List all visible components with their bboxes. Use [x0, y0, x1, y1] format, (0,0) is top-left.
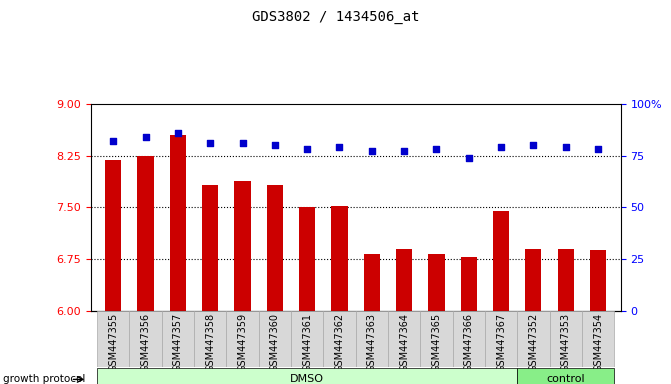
- Bar: [453, 311, 485, 367]
- Bar: [291, 311, 323, 367]
- Bar: [396, 249, 412, 311]
- Text: GSM447361: GSM447361: [302, 313, 312, 372]
- Point: [334, 144, 345, 150]
- Text: GSM447365: GSM447365: [431, 313, 442, 372]
- Bar: [267, 185, 283, 311]
- Bar: [590, 250, 606, 311]
- Bar: [493, 211, 509, 311]
- Text: GSM447359: GSM447359: [238, 313, 248, 372]
- Bar: [388, 311, 420, 367]
- Point: [237, 140, 248, 146]
- Bar: [461, 257, 477, 311]
- Point: [431, 146, 442, 152]
- Bar: [234, 181, 250, 311]
- Text: control: control: [546, 374, 585, 384]
- Text: GSM447356: GSM447356: [140, 313, 150, 372]
- Bar: [485, 311, 517, 367]
- Point: [108, 138, 119, 144]
- Point: [205, 140, 215, 146]
- Text: GSM447366: GSM447366: [464, 313, 474, 372]
- Text: GSM447364: GSM447364: [399, 313, 409, 372]
- Bar: [226, 311, 258, 367]
- Bar: [420, 311, 453, 367]
- Text: growth protocol: growth protocol: [3, 374, 86, 384]
- Bar: [356, 311, 388, 367]
- Bar: [525, 249, 541, 311]
- Bar: [550, 311, 582, 367]
- Point: [366, 148, 377, 154]
- Text: GSM447355: GSM447355: [108, 313, 118, 372]
- Point: [528, 142, 539, 148]
- Text: GSM447358: GSM447358: [205, 313, 215, 372]
- Bar: [138, 156, 154, 311]
- Bar: [162, 311, 194, 367]
- Point: [496, 144, 507, 150]
- Bar: [517, 311, 550, 367]
- Bar: [194, 311, 226, 367]
- Bar: [364, 254, 380, 311]
- Point: [140, 134, 151, 140]
- Point: [302, 146, 313, 152]
- Bar: [130, 311, 162, 367]
- Point: [464, 154, 474, 161]
- Bar: [97, 311, 130, 367]
- Text: GSM447352: GSM447352: [528, 313, 538, 372]
- Bar: [299, 207, 315, 311]
- Text: GSM447353: GSM447353: [561, 313, 571, 372]
- Point: [172, 130, 183, 136]
- Point: [270, 142, 280, 148]
- Bar: [258, 311, 291, 367]
- Text: GSM447362: GSM447362: [334, 313, 344, 372]
- Bar: [582, 311, 614, 367]
- Bar: [558, 249, 574, 311]
- Text: DMSO: DMSO: [290, 374, 324, 384]
- Bar: [428, 254, 444, 311]
- Bar: [202, 185, 218, 311]
- Point: [592, 146, 603, 152]
- Bar: [97, 368, 517, 384]
- Bar: [331, 206, 348, 311]
- Bar: [105, 160, 121, 311]
- Bar: [323, 311, 356, 367]
- Bar: [517, 368, 614, 384]
- Point: [399, 148, 409, 154]
- Text: GDS3802 / 1434506_at: GDS3802 / 1434506_at: [252, 10, 419, 23]
- Text: GSM447354: GSM447354: [593, 313, 603, 372]
- Text: GSM447363: GSM447363: [367, 313, 377, 372]
- Point: [560, 144, 571, 150]
- Text: GSM447367: GSM447367: [496, 313, 506, 372]
- Text: GSM447357: GSM447357: [173, 313, 183, 372]
- Bar: [170, 135, 186, 311]
- Text: GSM447360: GSM447360: [270, 313, 280, 372]
